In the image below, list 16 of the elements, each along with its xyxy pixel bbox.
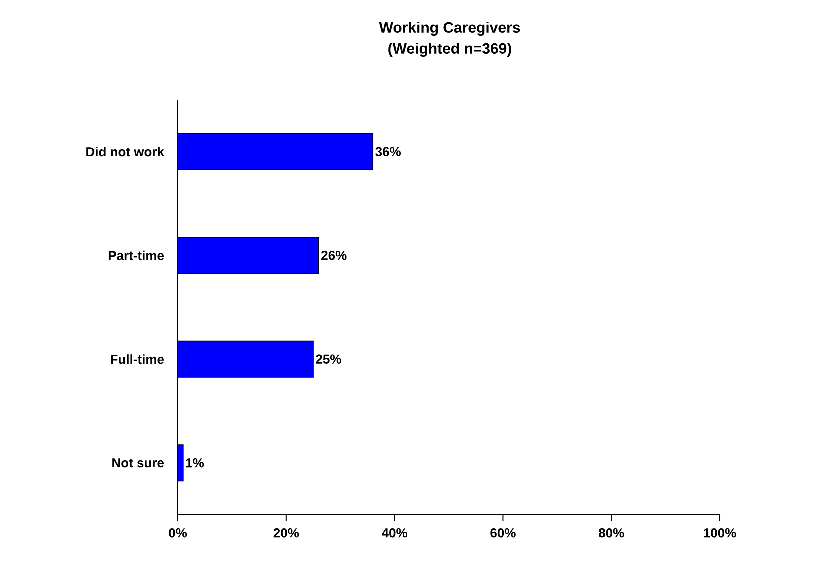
data-label: 25% bbox=[316, 354, 342, 364]
x-tick-label: 40% bbox=[382, 528, 408, 538]
x-tick-label: 80% bbox=[599, 528, 624, 538]
data-label: 1% bbox=[186, 458, 204, 468]
x-tick-label: 0% bbox=[169, 528, 188, 538]
y-tick-label: Part-time bbox=[108, 250, 164, 260]
data-label: 26% bbox=[322, 251, 347, 260]
y-tick-label: Not sure bbox=[112, 458, 164, 468]
x-tick-label: 60% bbox=[490, 528, 516, 538]
y-tick-label: Did not work bbox=[86, 147, 164, 157]
chart-subtitle: (Weighted n=369) bbox=[388, 42, 512, 58]
x-tick-label: 20% bbox=[274, 528, 300, 538]
x-tick-label: 100% bbox=[704, 528, 736, 538]
y-tick-label: Full-time bbox=[111, 354, 164, 364]
chart-title: Working Caregivers bbox=[379, 22, 520, 36]
data-label: 36% bbox=[376, 147, 401, 156]
